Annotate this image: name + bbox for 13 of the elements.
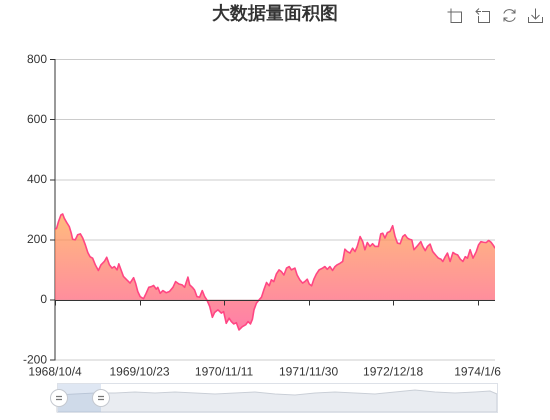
y-tick-label: 200 bbox=[26, 232, 48, 246]
chart-title: 大数据量面积图 bbox=[211, 2, 338, 23]
y-tick-label: 0 bbox=[40, 292, 48, 306]
x-tick-label: 1974/1/6 bbox=[454, 364, 502, 379]
x-tick-label: 1971/11/30 bbox=[278, 364, 338, 379]
x-tick-label: 1972/12/18 bbox=[363, 364, 424, 379]
y-tick-label: 800 bbox=[26, 52, 48, 66]
y-tick-label: 400 bbox=[26, 172, 48, 186]
x-tick-label: 1968/10/4 bbox=[28, 364, 82, 379]
x-tick-label: 1970/11/11 bbox=[194, 364, 254, 379]
y-tick-label: 600 bbox=[26, 112, 48, 126]
x-tick-label: 1969/10/23 bbox=[109, 364, 170, 379]
y-tick-label: -200 bbox=[22, 352, 48, 366]
